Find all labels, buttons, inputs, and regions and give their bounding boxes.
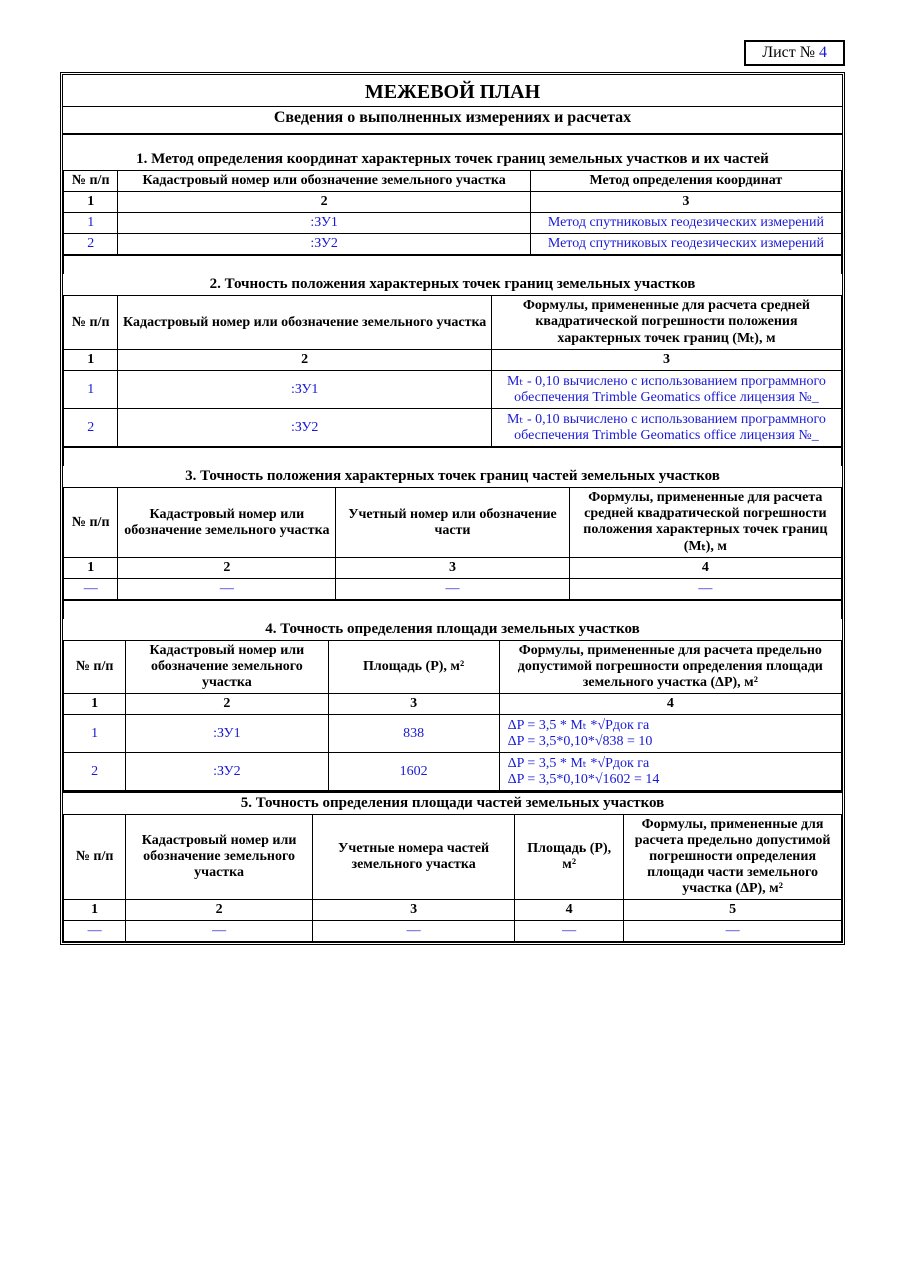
dash: — (118, 579, 336, 601)
section-3-title: 3. Точность положения характерных точек … (63, 466, 842, 487)
row-area: 838 (328, 715, 499, 753)
dash: — (64, 579, 118, 601)
dash: — (569, 579, 841, 601)
table-section-3: № п/п Кадастровый номер или обозначение … (63, 487, 842, 619)
col-number: 3 (336, 558, 569, 579)
row-num: 2 (64, 753, 126, 791)
col-header: Площадь (P), м² (328, 641, 499, 694)
col-header: Формулы, примененные для расчета средней… (491, 296, 841, 350)
row-formula: ΔP = 3,5 * Mₜ *√Pдок га ΔP = 3,5*0,10*√1… (499, 753, 841, 791)
col-header: Кадастровый номер или обозначение земель… (118, 488, 336, 558)
table-row-empty: — — — — — (64, 921, 842, 942)
col-number: 4 (515, 900, 624, 921)
dash: — (336, 579, 569, 601)
col-number: 2 (118, 192, 530, 213)
col-header: № п/п (64, 296, 118, 350)
col-number: 1 (64, 900, 126, 921)
section-2-title: 2. Точность положения характерных точек … (63, 274, 842, 295)
table-row: 2 :ЗУ2 Метод спутниковых геодезических и… (64, 234, 842, 256)
dash: — (312, 921, 514, 942)
row-obj: :ЗУ2 (126, 753, 328, 791)
sheet-prefix: Лист № (762, 44, 819, 61)
row-num: 1 (64, 213, 118, 234)
row-formula: Mₜ - 0,10 вычислено с использованием про… (491, 409, 841, 448)
table-row: 2 :ЗУ2 Mₜ - 0,10 вычислено с использован… (64, 409, 842, 448)
table-row: 1 :ЗУ1 Метод спутниковых геодезических и… (64, 213, 842, 234)
col-header: Кадастровый номер или обозначение земель… (118, 296, 491, 350)
row-method: Метод спутниковых геодезических измерени… (530, 213, 841, 234)
col-number: 4 (569, 558, 841, 579)
formula-line: ΔP = 3,5*0,10*√1602 = 14 (508, 772, 660, 787)
row-formula: ΔP = 3,5 * Mₜ *√Pдок га ΔP = 3,5*0,10*√8… (499, 715, 841, 753)
col-header: Учетные номера частей земельного участка (312, 815, 514, 900)
col-number: 1 (64, 192, 118, 213)
col-header: Учетный номер или обозначение части (336, 488, 569, 558)
col-number: 2 (126, 694, 328, 715)
dash: — (624, 921, 842, 942)
row-obj: :ЗУ2 (118, 409, 491, 448)
col-number: 2 (118, 558, 336, 579)
col-header: Формулы, примененные для расчета предель… (624, 815, 842, 900)
col-header: № п/п (64, 641, 126, 694)
dash: — (126, 921, 313, 942)
row-obj: :ЗУ1 (118, 371, 491, 409)
table-section-4: № п/п Кадастровый номер или обозначение … (63, 640, 842, 791)
doc-title: МЕЖЕВОЙ ПЛАН (63, 75, 842, 106)
table-section-1: № п/п Кадастровый номер или обозначение … (63, 170, 842, 274)
col-header: Площадь (P), м² (515, 815, 624, 900)
row-obj: :ЗУ1 (118, 213, 530, 234)
col-number: 1 (64, 350, 118, 371)
row-num: 1 (64, 371, 118, 409)
row-method: Метод спутниковых геодезических измерени… (530, 234, 841, 256)
col-number: 4 (499, 694, 841, 715)
table-row: 1 :ЗУ1 838 ΔP = 3,5 * Mₜ *√Pдок га ΔP = … (64, 715, 842, 753)
col-header: Кадастровый номер или обозначение земель… (118, 171, 530, 192)
col-number: 3 (491, 350, 841, 371)
document-frame: МЕЖЕВОЙ ПЛАН Сведения о выполненных изме… (60, 72, 845, 945)
table-section-5: № п/п Кадастровый номер или обозначение … (63, 814, 842, 942)
row-obj: :ЗУ1 (126, 715, 328, 753)
col-header: Кадастровый номер или обозначение земель… (126, 815, 313, 900)
dash: — (515, 921, 624, 942)
formula-line: ΔP = 3,5 * Mₜ *√Pдок га (508, 718, 650, 733)
doc-subtitle: Сведения о выполненных измерениях и расч… (63, 106, 842, 135)
section-5-title: 5. Точность определения площади частей з… (63, 791, 842, 814)
row-formula: Mₜ - 0,10 вычислено с использованием про… (491, 371, 841, 409)
col-number: 1 (64, 558, 118, 579)
row-obj: :ЗУ2 (118, 234, 530, 256)
section-1-title: 1. Метод определения координат характерн… (63, 149, 842, 170)
col-number: 2 (118, 350, 491, 371)
formula-line: ΔP = 3,5 * Mₜ *√Pдок га (508, 756, 650, 771)
col-number: 2 (126, 900, 313, 921)
row-num: 2 (64, 234, 118, 256)
col-header: № п/п (64, 815, 126, 900)
sheet-number: 4 (819, 44, 827, 61)
row-area: 1602 (328, 753, 499, 791)
formula-line: ΔP = 3,5*0,10*√838 = 10 (508, 734, 653, 749)
col-header: Кадастровый номер или обозначение земель… (126, 641, 328, 694)
col-header: Формулы, примененные для расчета предель… (499, 641, 841, 694)
col-header: Формулы, примененные для расчета средней… (569, 488, 841, 558)
col-number: 1 (64, 694, 126, 715)
table-section-2: № п/п Кадастровый номер или обозначение … (63, 295, 842, 466)
col-number: 3 (530, 192, 841, 213)
col-number: 3 (312, 900, 514, 921)
col-number: 5 (624, 900, 842, 921)
row-num: 2 (64, 409, 118, 448)
col-header: Метод определения координат (530, 171, 841, 192)
table-row: 2 :ЗУ2 1602 ΔP = 3,5 * Mₜ *√Pдок га ΔP =… (64, 753, 842, 791)
row-num: 1 (64, 715, 126, 753)
col-header: № п/п (64, 488, 118, 558)
table-row: 1 :ЗУ1 Mₜ - 0,10 вычислено с использован… (64, 371, 842, 409)
col-number: 3 (328, 694, 499, 715)
sheet-number-box: Лист № 4 (744, 40, 845, 66)
table-row-empty: — — — — (64, 579, 842, 601)
section-4-title: 4. Точность определения площади земельны… (63, 619, 842, 640)
col-header: № п/п (64, 171, 118, 192)
dash: — (64, 921, 126, 942)
